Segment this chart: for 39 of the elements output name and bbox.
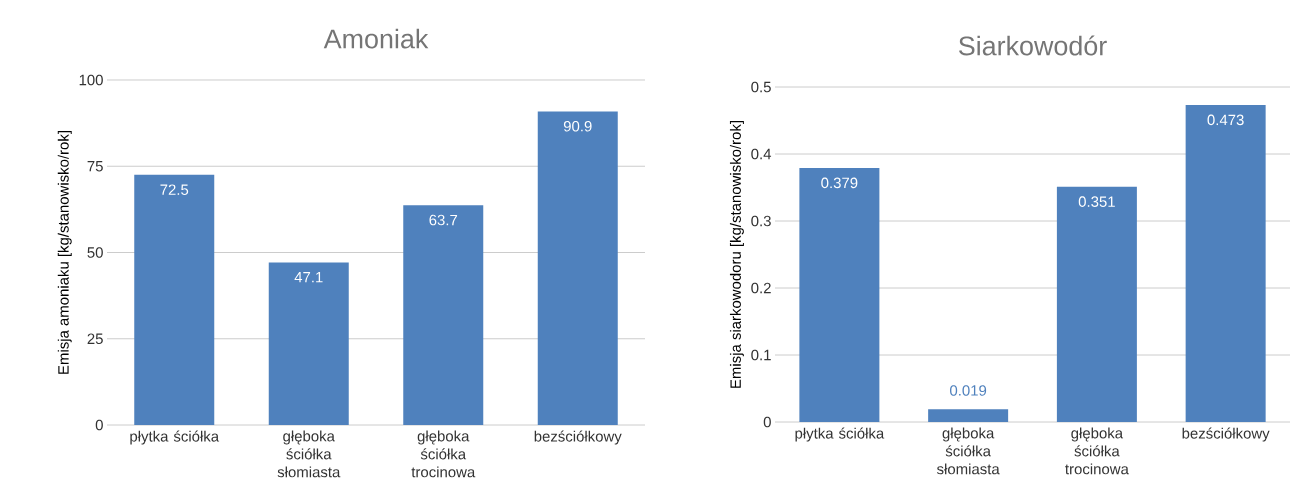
- data-label: 0.351: [1078, 196, 1115, 207]
- data-label: 90.9: [563, 120, 592, 132]
- bar: [403, 205, 484, 425]
- chart-title: Siarkowodór: [958, 35, 1107, 56]
- y-tick-label: 0.1: [751, 349, 771, 361]
- y-tick-label: 75: [87, 161, 103, 172]
- data-label: 0.473: [1207, 114, 1244, 126]
- data-label: 0.019: [950, 385, 987, 396]
- y-tick-label: 0: [95, 419, 103, 431]
- bar: [268, 262, 349, 425]
- y-tick-label: 0.2: [751, 282, 771, 294]
- y-tick-label: 50: [87, 247, 103, 258]
- bar: [928, 409, 1009, 422]
- y-axis-title: Emisja amoniaku [kg/stanowisko/rok]: [57, 131, 72, 374]
- data-label: 47.1: [294, 272, 323, 283]
- data-label: 0.379: [821, 177, 858, 189]
- x-tick-label: płytka ściółka: [130, 430, 220, 445]
- data-label: 63.7: [429, 214, 458, 226]
- y-tick-label: 0.4: [751, 148, 772, 160]
- bar: [537, 111, 618, 425]
- y-axis-title: Emisja siarkowodoru [kg/stanowisko/rok]: [729, 121, 744, 388]
- bar: [1185, 105, 1266, 422]
- x-tick-label: bezściółkowy: [1182, 427, 1270, 442]
- x-tick-label: głęboka ściółka słomiasta: [937, 427, 1000, 475]
- y-tick-label: 100: [79, 74, 103, 86]
- x-tick-label: płytka ściółka: [795, 427, 885, 442]
- y-tick-label: 0: [763, 416, 771, 428]
- y-tick-label: 0.3: [751, 215, 771, 227]
- x-tick-label: głęboka ściółka trocinowa: [1065, 427, 1129, 475]
- bar: [1056, 186, 1137, 422]
- y-tick-label: 0.5: [751, 81, 771, 93]
- chart-title: Amoniak: [323, 28, 429, 49]
- x-tick-label: głęboka ściółka trocinowa: [411, 430, 476, 478]
- x-tick-label: głęboka ściółka słomiasta: [277, 430, 341, 478]
- bar: [799, 168, 880, 422]
- data-label: 72.5: [160, 184, 189, 195]
- y-tick-label: 25: [87, 333, 103, 345]
- x-tick-label: bezściółkowy: [534, 430, 622, 445]
- bar: [134, 174, 215, 425]
